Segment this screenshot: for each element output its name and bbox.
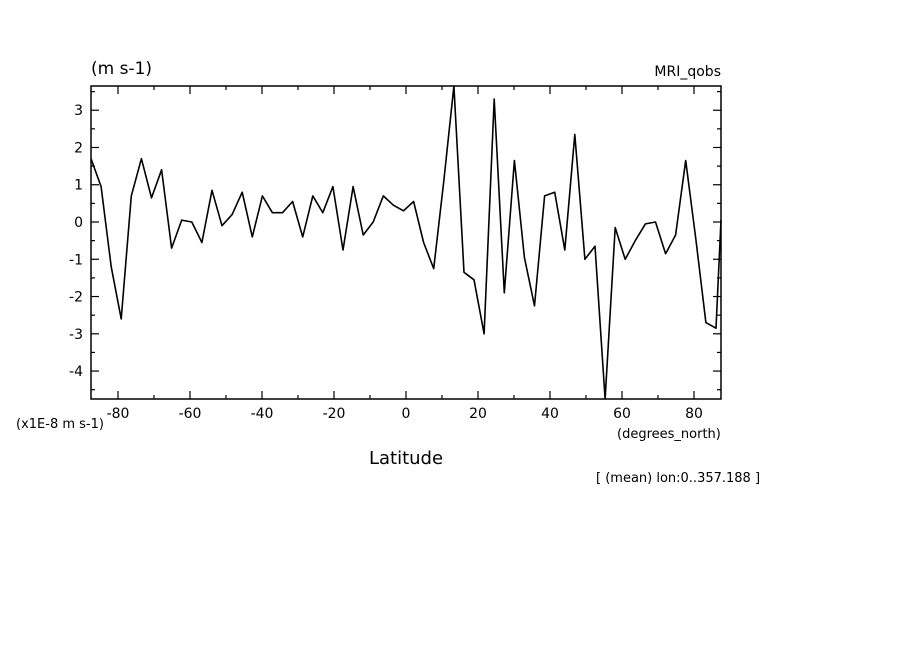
y-tick-label: -3 bbox=[69, 327, 83, 343]
units-label: (m s-1) bbox=[91, 59, 152, 79]
y-tick-label: 2 bbox=[74, 140, 83, 156]
x-tick-label: 20 bbox=[469, 406, 487, 422]
x-tick-label: -60 bbox=[179, 406, 202, 422]
x-tick-label: 40 bbox=[541, 406, 559, 422]
x-units-label: (degrees_north) bbox=[617, 427, 721, 442]
x-tick-label: -20 bbox=[323, 406, 346, 422]
chart-title: MRI_qobs bbox=[654, 64, 721, 80]
x-tick-label: 80 bbox=[685, 406, 703, 422]
x-axis-label: Latitude bbox=[369, 448, 443, 469]
axis-ticks bbox=[91, 86, 721, 399]
y-tick-label: -1 bbox=[69, 252, 83, 268]
scale-label: (x1E-8 m s-1) bbox=[16, 417, 104, 432]
y-tick-label: 1 bbox=[74, 178, 83, 194]
plot-frame bbox=[90, 85, 722, 400]
y-tick-label: 3 bbox=[74, 103, 83, 119]
x-tick-label: 0 bbox=[402, 406, 411, 422]
x-tick-label: -80 bbox=[107, 406, 130, 422]
y-tick-labels: -4 -3 -2 -1 0 1 2 3 bbox=[69, 103, 83, 380]
series-line bbox=[90, 85, 722, 400]
x-tick-labels: -80 -60 -40 -20 0 20 40 60 80 bbox=[107, 406, 703, 422]
y-tick-label: -2 bbox=[69, 290, 83, 306]
y-tick-label: 0 bbox=[74, 215, 83, 231]
x-tick-label: -40 bbox=[251, 406, 274, 422]
y-tick-label: -4 bbox=[69, 364, 83, 380]
annotation: [ (mean) lon:0..357.188 ] bbox=[596, 471, 760, 486]
x-tick-label: 60 bbox=[613, 406, 631, 422]
